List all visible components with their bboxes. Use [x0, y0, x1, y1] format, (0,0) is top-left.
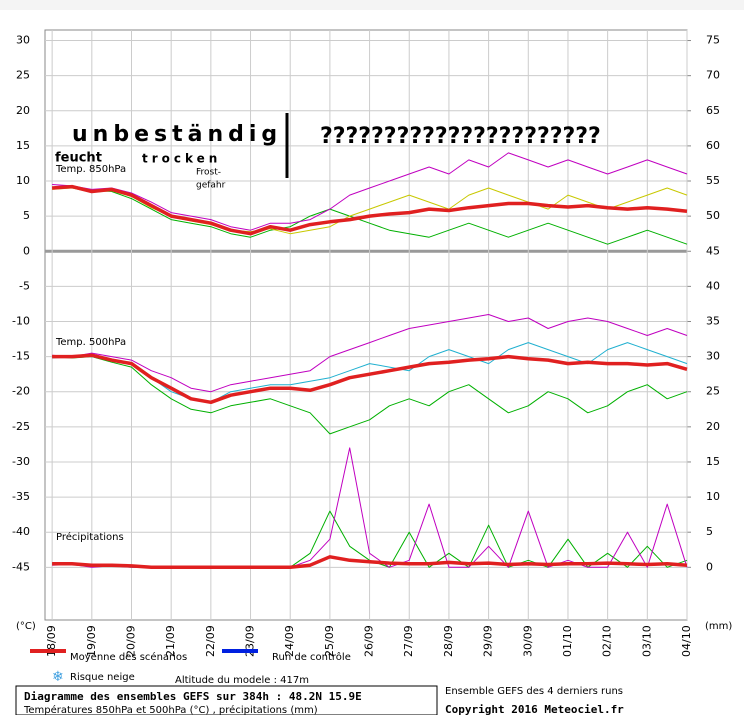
annotation: unbeständig [72, 122, 282, 147]
footer-runs: Ensemble GEFS des 4 derniers runs [445, 686, 623, 697]
y2-tick-label: 20 [706, 420, 720, 433]
y2-tick-label: 60 [706, 139, 720, 152]
series-line [52, 356, 688, 435]
annotation: feucht [55, 151, 102, 166]
y2-tick-label: 45 [706, 244, 720, 257]
x-tick-label: 25/09 [323, 625, 336, 657]
y-tick-label: -35 [12, 490, 30, 503]
y2-tick-label: 75 [706, 34, 720, 47]
x-tick-label: 26/09 [363, 625, 376, 657]
x-tick-label: 01/10 [561, 625, 574, 657]
y-tick-label: -15 [12, 350, 30, 363]
y-tick-label: 25 [16, 69, 30, 82]
y2-tick-label: 15 [706, 455, 720, 468]
x-tick-label: 21/09 [164, 625, 177, 657]
note: Altitude du modele : 417m [175, 675, 309, 686]
x-tick-label: 02/10 [601, 625, 614, 657]
y2-tick-label: 40 [706, 279, 720, 292]
y-tick-label: 20 [16, 104, 30, 117]
annotation: trocken [142, 152, 221, 166]
browser-strip [0, 0, 744, 10]
x-tick-label: 27/09 [402, 625, 415, 657]
series-line [52, 555, 688, 570]
y2-tick-label: 50 [706, 209, 720, 222]
footer-box [15, 685, 438, 715]
series-line [52, 187, 688, 245]
plot-area [44, 29, 688, 621]
footer-copyright: Copyright 2016 Meteociel.fr [445, 703, 624, 715]
x-tick-label: 19/09 [85, 625, 98, 657]
y2-tick-label: 35 [706, 314, 720, 327]
y2-unit: (mm) [705, 621, 732, 632]
y-tick-label: 5 [23, 209, 30, 222]
annotation: ?????????????????????? [320, 124, 601, 149]
snow-icon: ❄ [52, 669, 64, 685]
series-line [52, 152, 688, 231]
y2-tick-label: 25 [706, 385, 720, 398]
footer-subtitle: Températures 850hPa et 500hPa (°C) , pré… [23, 704, 318, 715]
x-tick-label: 22/09 [204, 625, 217, 657]
legend-label: Run de contrôle [272, 651, 351, 663]
note: Risque neige [70, 672, 135, 683]
series-label: Précipitations [56, 531, 124, 543]
y2-tick-label: 55 [706, 174, 720, 187]
y-tick-label: 0 [23, 244, 30, 257]
y2-tick-label: 70 [706, 69, 720, 82]
series-label: Temp. 850hPa [55, 164, 126, 175]
x-tick-label: 20/09 [124, 625, 137, 657]
x-tick-label: 29/09 [482, 625, 495, 657]
y-tick-label: 30 [16, 34, 30, 47]
series-line [51, 184, 688, 236]
x-tick-label: 04/10 [680, 625, 693, 657]
annotation: gefahr [196, 181, 226, 191]
y-tick-label: 15 [16, 139, 30, 152]
y2-tick-label: 0 [706, 560, 713, 573]
y-tick-label: -5 [19, 279, 30, 292]
series-layer [51, 152, 688, 570]
x-tick-label: 30/09 [521, 625, 534, 657]
y2-tick-label: 5 [706, 525, 713, 538]
series-label: Temp. 500hPa [55, 337, 126, 348]
x-tick-label: 24/09 [283, 625, 296, 657]
annotation: Frost- [196, 168, 221, 178]
grid [45, 30, 691, 620]
footer-title: Diagramme des ensembles GEFS sur 384h : … [24, 690, 362, 703]
y2-tick-label: 65 [706, 104, 720, 117]
x-tick-label: 03/10 [640, 625, 653, 657]
series-line [52, 314, 688, 393]
x-tick-label: 28/09 [442, 625, 455, 657]
y-tick-label: -25 [12, 420, 30, 433]
series-line [52, 353, 688, 405]
y2-tick-label: 30 [706, 350, 720, 363]
y-tick-label: -45 [12, 560, 30, 573]
y-unit: (°C) [16, 621, 36, 632]
y-tick-label: -10 [12, 314, 30, 327]
y-tick-label: -30 [12, 455, 30, 468]
y2-tick-label: 10 [706, 490, 720, 503]
y-tick-label: 10 [16, 174, 30, 187]
y-tick-label: -20 [12, 385, 30, 398]
y-tick-label: -40 [12, 525, 30, 538]
legend-label: Moyenne des scénarios [70, 651, 187, 663]
